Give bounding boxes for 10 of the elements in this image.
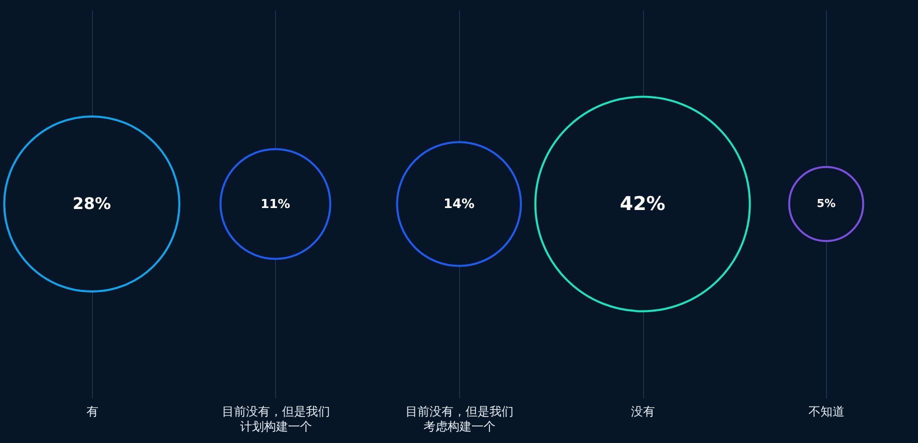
category-label: 没有 — [631, 404, 656, 418]
data-label: 28% — [72, 194, 111, 213]
category-label: 目前没有，但是我们考虑构建一个 — [406, 404, 514, 434]
category-label: 有 — [86, 404, 98, 418]
data-label: 11% — [260, 197, 290, 211]
category-label: 目前没有，但是我们计划构建一个 — [222, 404, 330, 434]
data-label: 5% — [816, 197, 836, 210]
category-label: 不知道 — [808, 404, 845, 418]
data-label: 14% — [443, 197, 475, 212]
data-label: 42% — [620, 193, 666, 215]
